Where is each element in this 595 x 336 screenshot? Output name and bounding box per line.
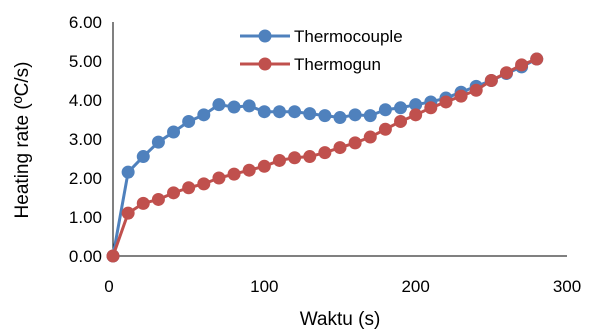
- data-point-thermocouple: [363, 109, 377, 123]
- data-point-thermocouple: [333, 111, 347, 125]
- data-point-thermocouple: [151, 135, 165, 149]
- data-point-thermogun: [167, 186, 181, 200]
- data-point-thermogun: [318, 146, 332, 160]
- data-point-thermogun: [454, 89, 468, 103]
- data-point-thermogun: [409, 108, 423, 122]
- series-thermogun: [106, 52, 544, 263]
- y-axis-label: Heating rate (ºC/s): [12, 62, 33, 219]
- legend-label: Thermocouple: [294, 27, 403, 46]
- data-point-thermogun: [348, 136, 362, 150]
- data-point-thermocouple: [121, 165, 135, 179]
- x-tick-labels: 0 100 200 300: [104, 277, 581, 296]
- data-point-thermogun: [257, 159, 271, 173]
- y-tick-label: 4.00: [69, 91, 102, 110]
- data-point-thermogun: [394, 114, 408, 128]
- series-thermocouple: [106, 52, 544, 263]
- series-layer: [106, 52, 544, 263]
- data-point-thermogun: [182, 181, 196, 195]
- data-point-thermogun: [121, 206, 135, 220]
- data-point-thermogun: [212, 171, 226, 185]
- y-tick-label: 5.00: [69, 52, 102, 71]
- legend-item-thermogun: Thermogun: [240, 55, 381, 74]
- data-point-thermocouple: [272, 105, 286, 119]
- y-tick-label: 0.00: [69, 247, 102, 266]
- data-point-thermocouple: [167, 125, 181, 139]
- legend-item-thermocouple: Thermocouple: [240, 27, 403, 46]
- x-tick-label: 200: [401, 277, 429, 296]
- data-point-thermogun: [242, 163, 256, 177]
- data-point-thermogun: [515, 58, 529, 72]
- data-point-thermocouple: [394, 101, 408, 115]
- data-point-thermocouple: [227, 100, 241, 114]
- data-point-thermocouple: [378, 103, 392, 117]
- data-point-thermocouple: [182, 114, 196, 128]
- data-point-thermocouple: [242, 99, 256, 113]
- data-point-thermocouple: [136, 150, 150, 164]
- data-point-thermogun: [378, 122, 392, 136]
- data-point-thermocouple: [257, 105, 271, 119]
- data-point-thermocouple: [288, 105, 302, 119]
- data-point-thermocouple: [409, 98, 423, 112]
- legend-label: Thermogun: [294, 55, 381, 74]
- data-point-thermogun: [288, 151, 302, 165]
- data-point-thermocouple: [303, 107, 317, 121]
- data-point-thermogun: [197, 177, 211, 191]
- x-axis-label: Waktu (s): [300, 309, 381, 330]
- data-point-thermogun: [499, 66, 513, 80]
- x-tick-label: 0: [104, 277, 113, 296]
- y-tick-label: 3.00: [69, 130, 102, 149]
- legend-marker: [258, 29, 272, 43]
- data-point-thermogun: [227, 167, 241, 181]
- data-point-thermogun: [530, 52, 544, 66]
- x-tick-label: 300: [553, 277, 581, 296]
- data-point-thermogun: [424, 101, 438, 115]
- data-point-thermocouple: [212, 98, 226, 112]
- y-tick-labels: 0.00 1.00 2.00 3.00 4.00 5.00 6.00: [69, 13, 102, 266]
- data-point-thermogun: [484, 74, 498, 87]
- y-tick-label: 1.00: [69, 208, 102, 227]
- legend-marker: [258, 57, 272, 71]
- data-point-thermogun: [439, 95, 453, 109]
- data-point-thermogun: [272, 153, 286, 167]
- legend: Thermocouple Thermogun: [240, 27, 403, 74]
- data-point-thermogun: [106, 249, 120, 263]
- data-point-thermogun: [363, 130, 377, 144]
- data-point-thermogun: [136, 196, 150, 210]
- data-point-thermocouple: [348, 108, 362, 122]
- data-point-thermogun: [151, 192, 165, 206]
- y-tick-label: 2.00: [69, 169, 102, 188]
- data-point-thermocouple: [197, 108, 211, 122]
- data-point-thermogun: [333, 141, 347, 155]
- data-point-thermogun: [303, 150, 317, 164]
- y-tick-label: 6.00: [69, 13, 102, 32]
- data-point-thermogun: [469, 83, 483, 97]
- x-tick-label: 100: [250, 277, 278, 296]
- axes: [112, 22, 567, 257]
- data-point-thermocouple: [318, 109, 332, 123]
